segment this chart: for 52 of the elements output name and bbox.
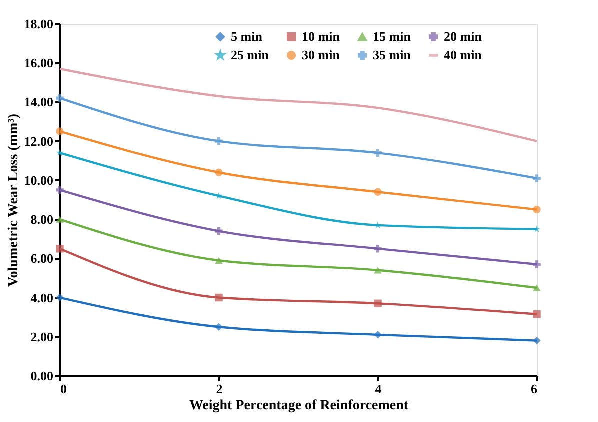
point	[374, 149, 382, 157]
y-tick-label: 16.00	[24, 56, 54, 71]
point	[215, 323, 223, 331]
point	[533, 310, 541, 318]
point	[374, 267, 382, 274]
point	[533, 336, 541, 345]
point	[215, 257, 223, 264]
legend-label: 30 min	[302, 48, 341, 62]
legend-label: 25 min	[231, 48, 270, 62]
point	[56, 294, 64, 302]
y-tick-label: 6.00	[30, 251, 54, 266]
point	[533, 284, 541, 292]
x-tick-label: 0	[60, 382, 67, 396]
point	[374, 222, 382, 229]
y-axis-title: Volumetric Wear Loss (mm³)	[6, 114, 22, 288]
point	[533, 260, 541, 268]
legend-label: 35 min	[373, 48, 412, 62]
point	[215, 168, 223, 176]
point	[374, 188, 382, 196]
point	[533, 225, 541, 232]
y-tick-label: 4.00	[30, 290, 54, 306]
point	[533, 174, 541, 182]
y-tick-label: 12.00	[24, 134, 54, 149]
y-tick-label: 18.00	[24, 16, 54, 32]
y-tick-label: 14.00	[24, 94, 54, 110]
x-tick-label: 2	[216, 382, 223, 396]
point	[56, 149, 64, 156]
point	[56, 186, 64, 194]
point	[533, 206, 541, 214]
point	[56, 216, 64, 223]
x-tick-label: 4	[375, 382, 382, 396]
point	[215, 227, 223, 236]
point	[56, 94, 64, 102]
point	[215, 137, 223, 146]
point	[215, 294, 223, 302]
legend-label: 10 min	[302, 28, 341, 44]
point	[56, 128, 64, 136]
legend-label: 15 min	[373, 29, 412, 44]
point	[374, 300, 382, 308]
y-tick-label: 0.00	[30, 368, 54, 384]
y-tick-label: 8.00	[30, 212, 54, 228]
point	[374, 245, 382, 253]
y-tick-label: 10.00	[24, 172, 54, 188]
x-axis-title: Weight Percentage of Reinforcement	[189, 398, 409, 414]
point	[374, 331, 382, 339]
y-tick-label: 2.00	[30, 329, 54, 344]
legend-label: 20 min	[444, 28, 483, 44]
legend-label: 5 min	[231, 28, 264, 44]
legend-label: 40 min	[444, 48, 483, 62]
line-series	[58, 68, 538, 142]
x-tick-label: 6	[531, 382, 538, 396]
point	[56, 245, 64, 253]
